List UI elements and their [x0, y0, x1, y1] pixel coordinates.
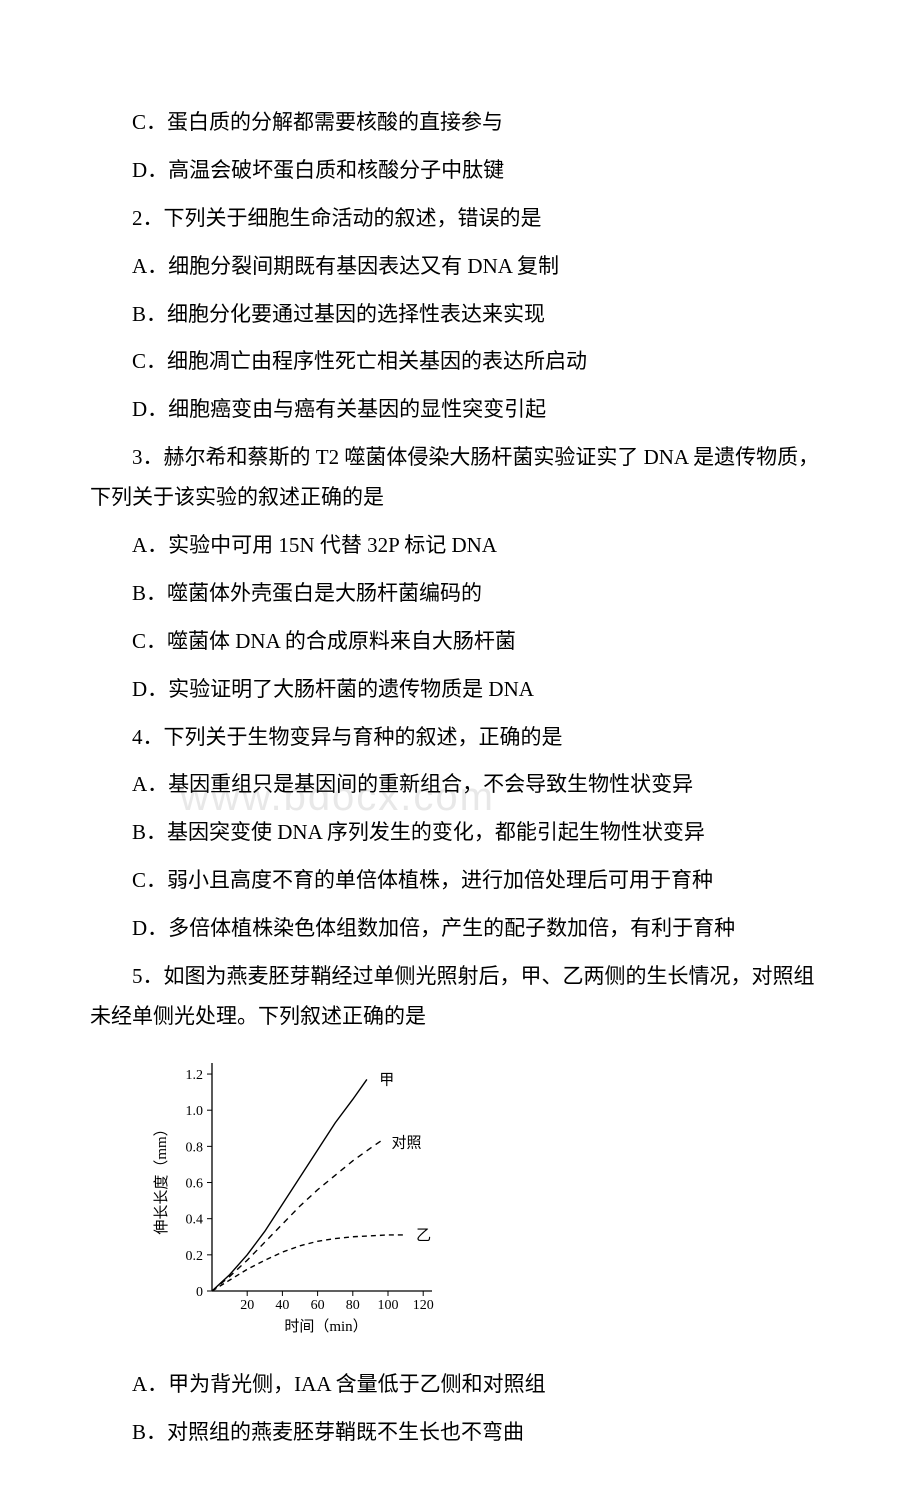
question-2-stem: 2．下列关于细胞生命活动的叙述，错误的是 — [90, 199, 830, 239]
option-3d: D．实验证明了大肠杆菌的遗传物质是 DNA — [90, 670, 830, 710]
svg-text:60: 60 — [311, 1298, 325, 1313]
question-4-stem: 4．下列关于生物变异与育种的叙述，正确的是 — [90, 718, 830, 758]
option-1c: C．蛋白质的分解都需要核酸的直接参与 — [90, 103, 830, 143]
svg-text:伸长长度（mm）: 伸长长度（mm） — [153, 1121, 170, 1234]
option-3b: B．噬菌体外壳蛋白是大肠杆菌编码的 — [90, 574, 830, 614]
option-4a: A．基因重组只是基因间的重新组合，不会导致生物性状变异 — [90, 765, 830, 805]
svg-text:对照: 对照 — [392, 1135, 422, 1152]
svg-text:0: 0 — [196, 1285, 203, 1300]
chart-svg: 20 40 60 80 100 120 0 0.2 0.4 0.6 0.8 1.0 1.2 甲对照乙时间（… — [150, 1051, 450, 1341]
option-3c: C．噬菌体 DNA 的合成原料来自大肠杆菌 — [90, 622, 830, 662]
option-4d: D．多倍体植株染色体组数加倍，产生的配子数加倍，有利于育种 — [90, 909, 830, 949]
option-5a: A．甲为背光侧，IAA 含量低于乙侧和对照组 — [90, 1365, 830, 1405]
option-2c: C．细胞凋亡由程序性死亡相关基因的表达所启动 — [90, 342, 830, 382]
svg-text:100: 100 — [378, 1298, 399, 1313]
svg-text:20: 20 — [240, 1298, 254, 1313]
option-2a: A．细胞分裂间期既有基因表达又有 DNA 复制 — [90, 247, 830, 287]
svg-text:40: 40 — [275, 1298, 289, 1313]
question-3-stem: 3．赫尔希和蔡斯的 T2 噬菌体侵染大肠杆菌实验证实了 DNA 是遗传物质，下列… — [90, 438, 830, 518]
svg-text:0.2: 0.2 — [186, 1249, 204, 1264]
svg-text:乙: 乙 — [416, 1228, 431, 1244]
svg-text:时间（min）: 时间（min） — [284, 1318, 367, 1335]
question-5-stem: 5．如图为燕麦胚芽鞘经过单侧光照射后，甲、乙两侧的生长情况，对照组未经单侧光处理… — [90, 957, 830, 1037]
svg-text:80: 80 — [346, 1298, 360, 1313]
option-1d: D．高温会破坏蛋白质和核酸分子中肽键 — [90, 151, 830, 191]
growth-line-chart: 20 40 60 80 100 120 0 0.2 0.4 0.6 0.8 1.0 1.2 甲对照乙时间（… — [150, 1051, 830, 1355]
option-5b: B．对照组的燕麦胚芽鞘既不生长也不弯曲 — [90, 1413, 830, 1453]
option-2b: B．细胞分化要通过基因的选择性表达来实现 — [90, 295, 830, 335]
option-4c: C．弱小且高度不育的单倍体植株，进行加倍处理后可用于育种 — [90, 861, 830, 901]
svg-text:1.0: 1.0 — [186, 1104, 204, 1119]
svg-text:甲: 甲 — [379, 1072, 394, 1088]
svg-text:0.6: 0.6 — [186, 1176, 204, 1191]
svg-text:1.2: 1.2 — [186, 1068, 204, 1083]
option-2d: D．细胞癌变由与癌有关基因的显性突变引起 — [90, 390, 830, 430]
option-4b: B．基因突变使 DNA 序列发生的变化，都能引起生物性状变异 — [90, 813, 830, 853]
option-3a: A．实验中可用 15N 代替 32P 标记 DNA — [90, 526, 830, 566]
svg-text:0.4: 0.4 — [186, 1212, 204, 1227]
svg-text:0.8: 0.8 — [186, 1140, 204, 1155]
svg-text:120: 120 — [413, 1298, 434, 1313]
